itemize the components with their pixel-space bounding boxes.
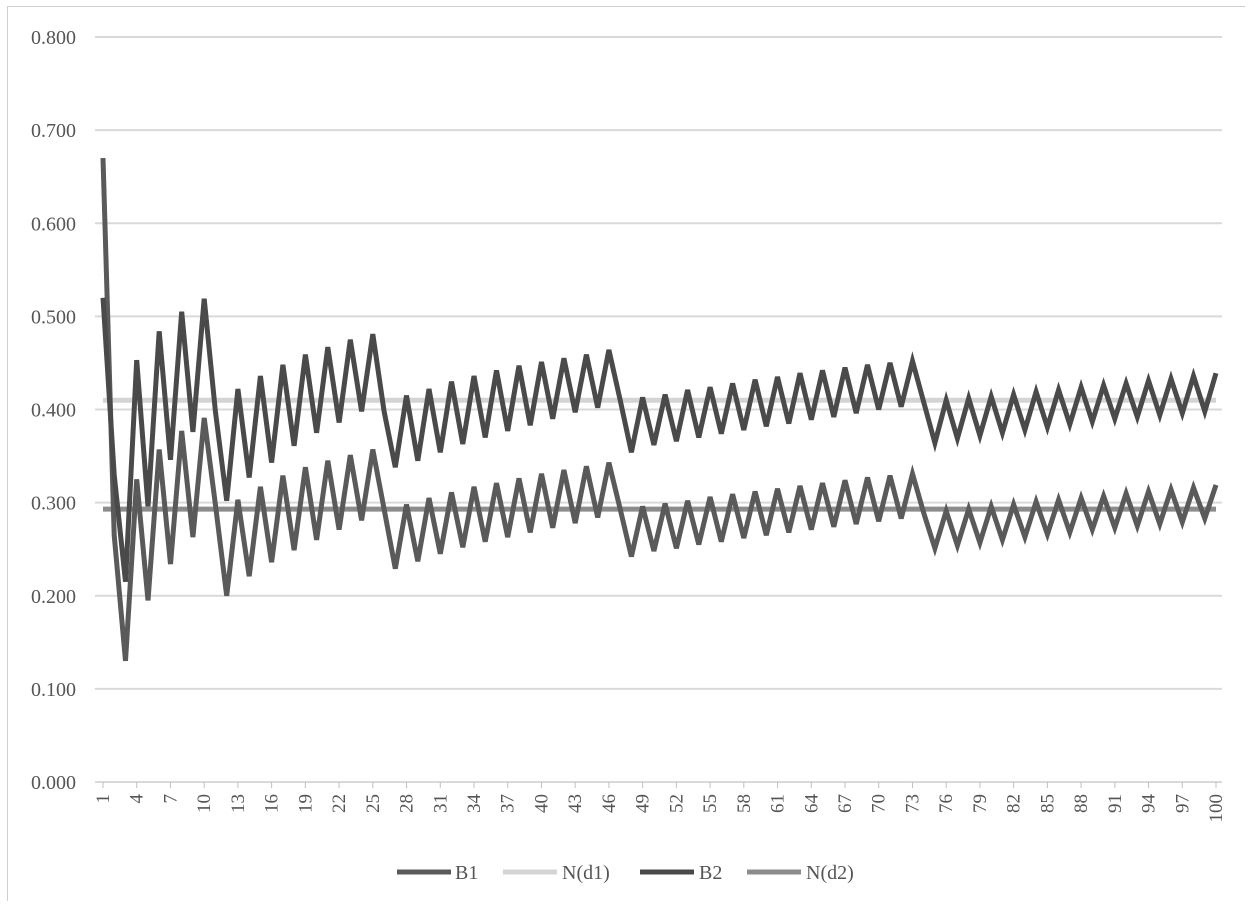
x-tick-label: 91 bbox=[1105, 794, 1126, 813]
x-tick-label: 70 bbox=[869, 794, 890, 813]
y-tick-label: 0.800 bbox=[31, 27, 76, 49]
legend-label-b2: B2 bbox=[699, 862, 722, 884]
y-tick-label: 0.000 bbox=[31, 772, 76, 794]
x-tick-label: 94 bbox=[1139, 794, 1160, 814]
x-tick-label: 82 bbox=[1004, 794, 1025, 813]
y-tick-label: 0.300 bbox=[31, 493, 76, 515]
x-tick-label: 46 bbox=[599, 794, 620, 813]
legend-label-nd1: N(d1) bbox=[562, 862, 610, 884]
legend-label-b1: B1 bbox=[455, 862, 478, 884]
x-tick-label: 40 bbox=[531, 794, 552, 813]
x-tick-label: 58 bbox=[734, 794, 755, 813]
x-tick-label: 85 bbox=[1037, 794, 1058, 813]
legend-label-nd2: N(d2) bbox=[806, 862, 854, 884]
x-tick-label: 73 bbox=[902, 794, 923, 813]
legend: B1 N(d1) B2 N(d2) bbox=[397, 862, 854, 884]
x-tick-label: 100 bbox=[1206, 794, 1227, 823]
y-tick-label: 0.600 bbox=[31, 213, 76, 235]
x-tick-label: 88 bbox=[1071, 794, 1092, 813]
x-tick-label: 25 bbox=[363, 794, 384, 813]
x-tick-label: 37 bbox=[498, 794, 519, 813]
x-axis: 1 4 7 10 13 16 19 22 25 28 31 34 37 40 43 46 49 52 55 58 61 6… bbox=[93, 782, 1227, 823]
x-tick-label: 13 bbox=[228, 794, 249, 813]
x-tick-label: 19 bbox=[295, 794, 316, 813]
x-tick-label: 64 bbox=[801, 794, 822, 814]
x-tick-label: 34 bbox=[464, 794, 485, 814]
y-axis: 0.000 0.100 0.200 0.300 0.400 0.500 0.600 0.700… bbox=[31, 27, 76, 794]
x-tick-label: 4 bbox=[127, 794, 148, 804]
x-tick-label: 10 bbox=[194, 794, 215, 813]
y-tick-label: 0.400 bbox=[31, 400, 76, 422]
x-tick-label: 76 bbox=[936, 794, 957, 813]
x-tick-label: 16 bbox=[262, 794, 283, 813]
x-tick-label: 1 bbox=[93, 794, 114, 804]
y-tick-label: 0.700 bbox=[31, 120, 76, 142]
y-tick-label: 0.200 bbox=[31, 586, 76, 608]
x-tick-label: 55 bbox=[700, 794, 721, 813]
y-tick-label: 0.100 bbox=[31, 679, 76, 701]
x-tick-label: 7 bbox=[160, 794, 181, 804]
x-tick-label: 97 bbox=[1172, 794, 1193, 813]
x-tick-label: 43 bbox=[565, 794, 586, 813]
x-tick-label: 79 bbox=[970, 794, 991, 813]
x-tick-label: 49 bbox=[633, 794, 654, 813]
x-tick-label: 61 bbox=[768, 794, 789, 813]
y-tick-label: 0.500 bbox=[31, 306, 76, 328]
x-tick-label: 67 bbox=[835, 794, 856, 813]
x-tick-label: 28 bbox=[397, 794, 418, 813]
x-tick-label: 31 bbox=[430, 794, 451, 813]
x-tick-label: 52 bbox=[666, 794, 687, 813]
x-tick-label: 22 bbox=[329, 794, 350, 813]
